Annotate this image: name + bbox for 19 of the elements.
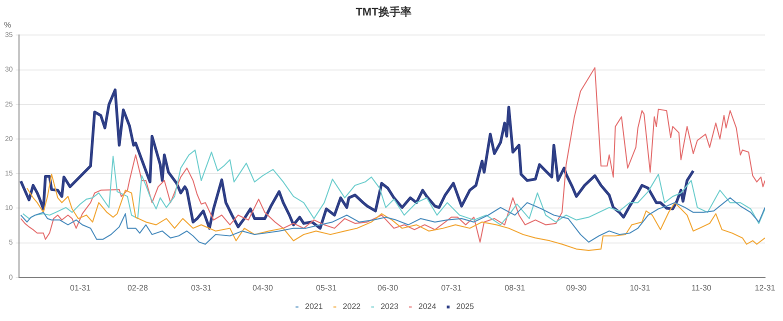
- legend-label: 2021: [305, 302, 324, 312]
- x-tick-label: 08-31: [504, 283, 526, 292]
- x-tick-label: 07-31: [441, 283, 462, 292]
- x-tick-label: 03-31: [191, 283, 212, 292]
- x-tick-label: 06-30: [378, 283, 399, 292]
- x-tick-label: 05-31: [316, 283, 338, 292]
- y-axis-title: %: [4, 20, 12, 30]
- x-tick-label: 12-31: [754, 283, 776, 292]
- x-tick-label: 01-31: [70, 283, 92, 292]
- x-tick-label: 02-28: [127, 283, 148, 292]
- legend-label: 2025: [456, 302, 475, 312]
- x-tick-label: 09-30: [566, 283, 588, 292]
- x-tick-label: 10-31: [630, 283, 651, 292]
- chart-title: TMT换手率: [356, 6, 412, 19]
- legend-label: 2024: [418, 302, 437, 312]
- legend-label: 2023: [380, 302, 399, 312]
- legend-label: 2022: [342, 302, 362, 312]
- x-tick-label: 04-30: [252, 283, 274, 292]
- x-tick-label: 11-30: [692, 283, 712, 292]
